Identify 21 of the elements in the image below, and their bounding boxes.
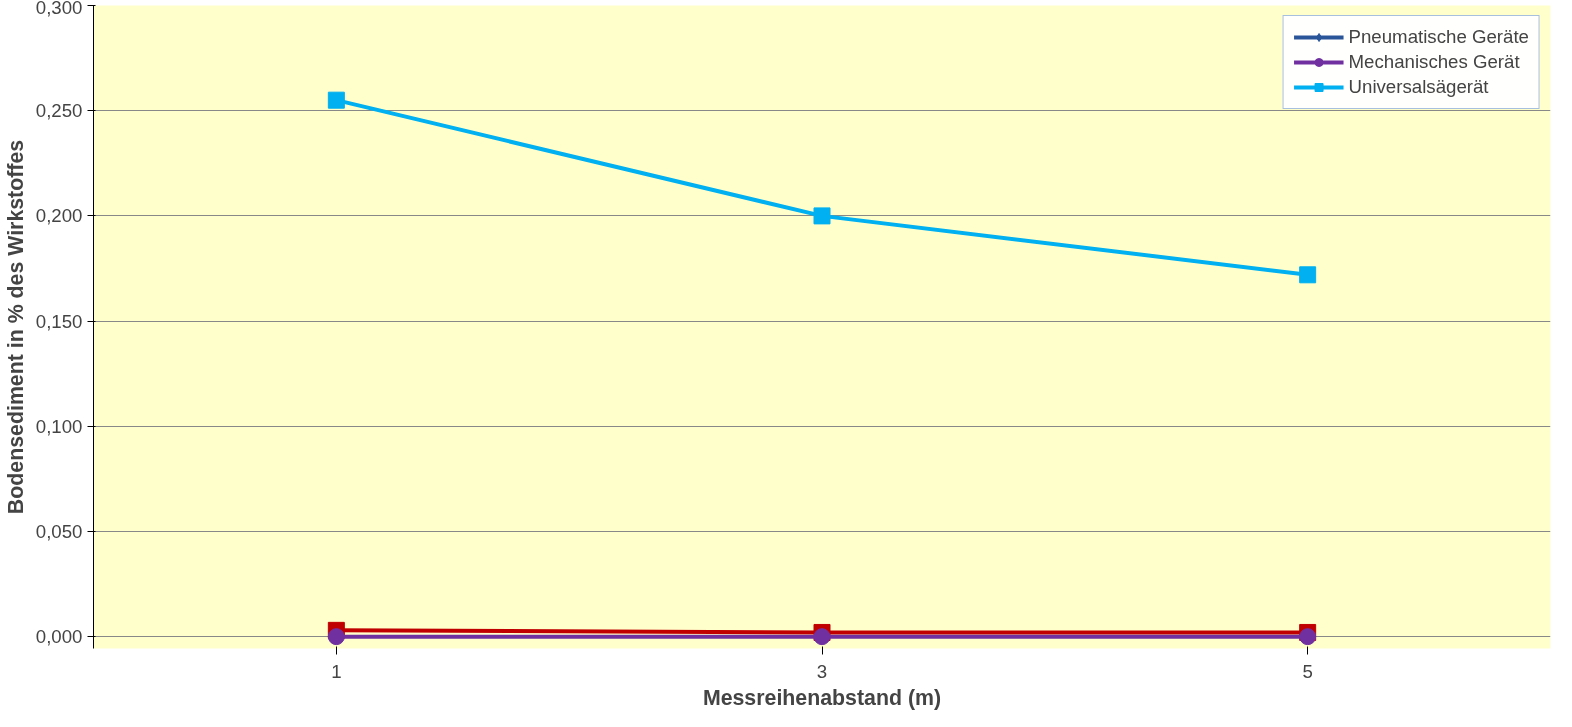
point	[813, 628, 831, 646]
legend-label: Universalsägerät	[1348, 76, 1489, 98]
x-tick-label: 3	[816, 660, 828, 682]
y-tick-label: 0,300	[35, 0, 83, 18]
point	[813, 207, 831, 225]
y-tick-label: 0,150	[35, 310, 83, 332]
x-axis-title: Messreihenabstand (m)	[702, 685, 942, 710]
y-tick-label: 0,250	[35, 100, 83, 122]
y-tick-label: 0,000	[35, 626, 83, 648]
x-tick-label: 1	[331, 660, 342, 682]
x-tick-label: 5	[1302, 660, 1313, 682]
y-tick-label: 0,200	[35, 205, 83, 227]
point	[327, 91, 345, 109]
point	[1299, 628, 1317, 646]
point	[1299, 266, 1317, 284]
y-tick-label: 0,100	[35, 415, 83, 437]
point	[327, 628, 345, 646]
y-axis-title: Bodensediment in % des Wirkstoffes	[3, 139, 28, 515]
legend-label: Pneumatische Geräte	[1348, 26, 1529, 48]
y-tick-label: 0,050	[35, 520, 83, 542]
legend-label: Mechanisches Gerät	[1348, 51, 1520, 73]
